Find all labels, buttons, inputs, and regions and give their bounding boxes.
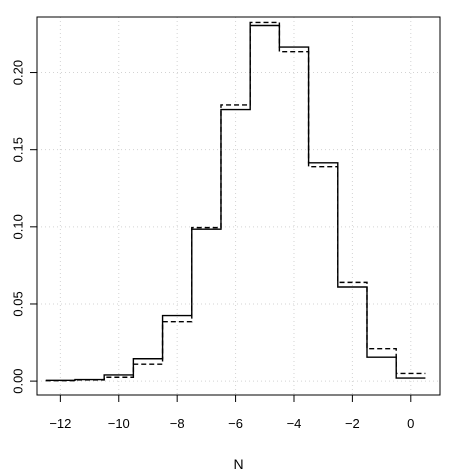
- series-solid-line: [45, 24, 426, 382]
- y-tick-label-3: 0.15: [11, 137, 26, 162]
- x-tick-label-3: −6: [228, 416, 243, 431]
- y-tick-label-0: 0.00: [11, 368, 26, 393]
- series-group: [45, 21, 426, 382]
- x-tick-label-5: −2: [345, 416, 360, 431]
- x-tick-label-6: 0: [407, 416, 414, 431]
- x-tick-label-4: −4: [287, 416, 302, 431]
- x-axis-title: N: [233, 456, 243, 472]
- x-tick-label-2: −8: [170, 416, 185, 431]
- y-tick-label-2: 0.10: [11, 214, 26, 239]
- x-tick-label-0: −12: [49, 416, 71, 431]
- y-tick-label-1: 0.05: [11, 291, 26, 316]
- x-tick-label-1: −10: [108, 416, 130, 431]
- x-axis: −12 −10 −8 −6 −4 −2 0: [49, 394, 414, 431]
- y-axis: 0.00 0.05 0.10 0.15 0.20: [11, 60, 37, 394]
- plot-box: [36, 16, 441, 396]
- series-dashed-line: [45, 21, 426, 382]
- y-tick-label-4: 0.20: [11, 60, 26, 85]
- grid: [37, 17, 440, 395]
